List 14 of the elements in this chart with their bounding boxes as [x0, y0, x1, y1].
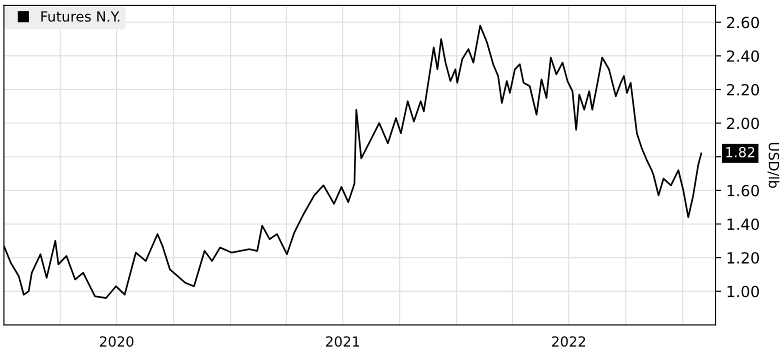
y-tick-label: 1.40	[728, 218, 759, 230]
y-tick-label: 1.20	[728, 252, 759, 264]
y-tick-label: 2.40	[727, 50, 759, 62]
x-tick-label: 2021	[326, 336, 360, 347]
y-tick-label: 1.00	[728, 286, 759, 298]
y-tick-label: 1.60	[728, 184, 759, 196]
y-tick-label: 2.00	[727, 118, 759, 130]
y-tick-label: 2.20	[727, 84, 759, 96]
annotation: 1.82	[726, 146, 754, 158]
y-axis-title: USD/lb	[768, 142, 780, 188]
legend-label: Futures N.Y.	[41, 11, 120, 22]
y-tick-label: 2.60	[727, 16, 759, 28]
x-tick-label: 2020	[100, 336, 134, 347]
x-tick-label: 2022	[552, 336, 586, 347]
